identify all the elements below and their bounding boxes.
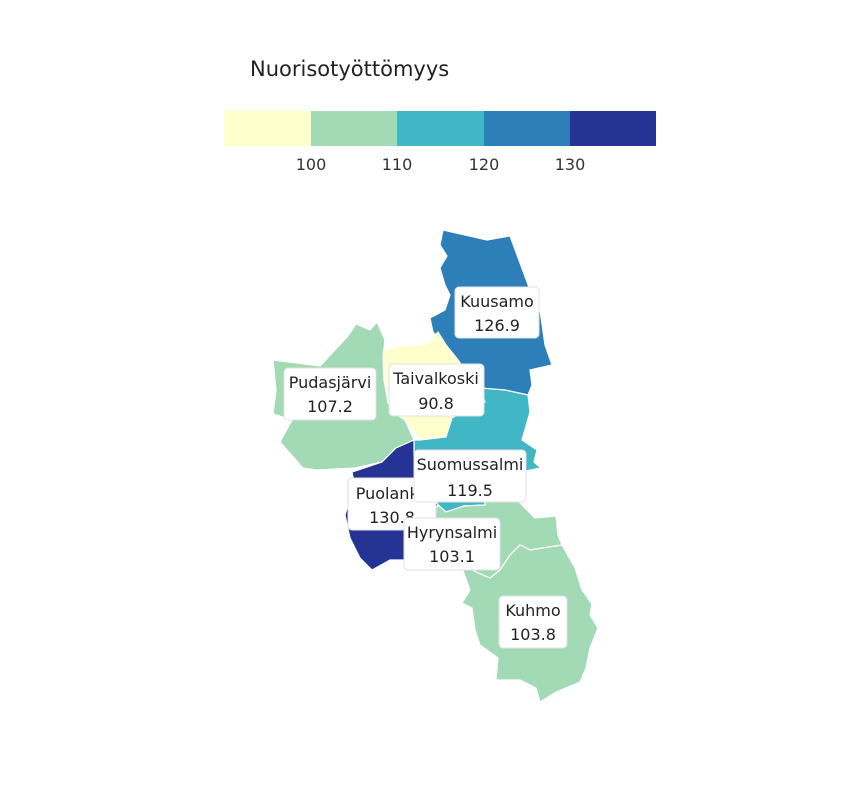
label-name: Suomussalmi (417, 455, 524, 474)
label-name: Hyrynsalmi (407, 523, 497, 542)
legend: Nuorisotyöttömyys 100 110 120 130 (224, 57, 656, 174)
label-value: 103.8 (510, 625, 556, 644)
legend-bin-4 (484, 111, 570, 146)
label-value: 119.5 (447, 481, 493, 500)
legend-tick-120: 120 (469, 155, 500, 174)
region-labels: Kuusamo 126.9 Taivalkoski 90.8 Pudasjärv… (283, 286, 568, 649)
label-box (283, 367, 377, 421)
label-kuusamo: Kuusamo 126.9 (454, 286, 540, 339)
label-name: Kuusamo (460, 292, 534, 311)
label-value: 126.9 (474, 316, 520, 335)
label-value: 130.8 (369, 508, 415, 527)
label-value: 107.2 (307, 397, 353, 416)
label-hyrynsalmi: Hyrynsalmi 103.1 (403, 517, 501, 571)
label-box (403, 517, 501, 571)
label-box (498, 595, 568, 649)
legend-bin-2 (311, 111, 397, 146)
legend-bin-3 (397, 111, 484, 146)
legend-colorbar (224, 111, 656, 146)
legend-tick-100: 100 (296, 155, 327, 174)
label-name: Kuhmo (505, 601, 560, 620)
legend-tick-110: 110 (382, 155, 413, 174)
label-box (413, 449, 527, 503)
label-suomussalmi: Suomussalmi 119.5 (413, 449, 527, 503)
label-pudasjarvi: Pudasjärvi 107.2 (283, 367, 377, 421)
legend-bin-1 (224, 111, 311, 146)
label-name: Puolanka (356, 484, 428, 503)
label-name: Taivalkoski (392, 369, 479, 388)
label-value: 90.8 (418, 394, 454, 413)
label-taivalkoski: Taivalkoski 90.8 (388, 363, 485, 417)
label-box (454, 286, 540, 339)
label-name: Pudasjärvi (289, 373, 372, 392)
legend-tick-130: 130 (555, 155, 586, 174)
label-kuhmo: Kuhmo 103.8 (498, 595, 568, 649)
legend-title: Nuorisotyöttömyys (250, 57, 449, 81)
label-box (388, 363, 485, 417)
legend-bin-5 (570, 111, 656, 146)
label-value: 103.1 (429, 547, 475, 566)
